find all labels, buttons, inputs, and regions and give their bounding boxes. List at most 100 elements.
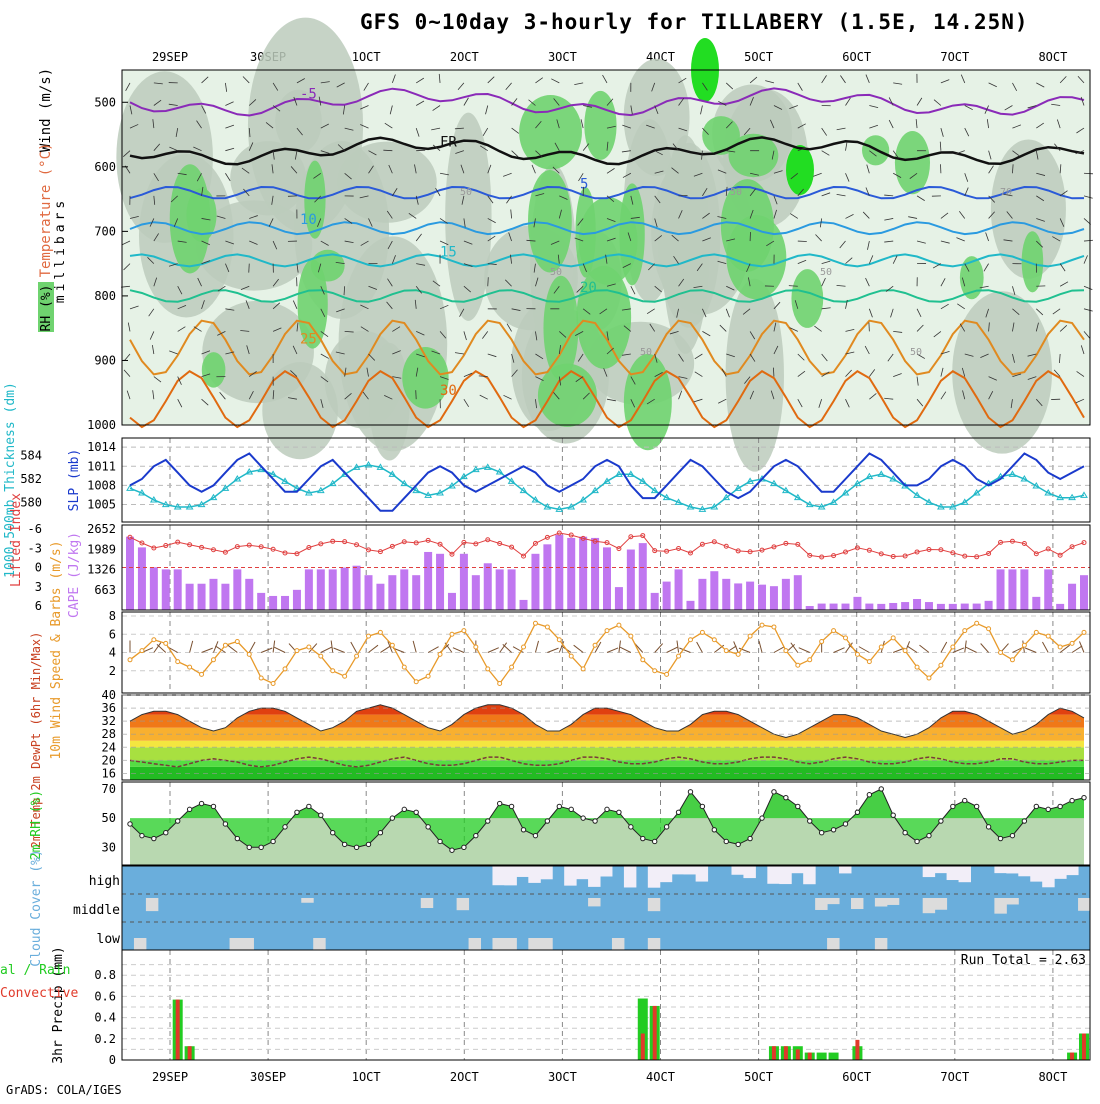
wind-speed-marker	[247, 652, 251, 656]
cloud-high-gap	[1030, 866, 1042, 882]
date-label-bottom: 1OCT	[352, 1070, 381, 1084]
wind-speed-marker	[629, 634, 633, 638]
surface-wind-barb	[655, 644, 663, 653]
wind-speed-marker	[545, 625, 549, 629]
rh-green-blob	[624, 354, 672, 450]
surface-wind-barb	[369, 645, 379, 652]
date-label-bottom: 29SEP	[152, 1070, 188, 1084]
wind-speed-marker	[867, 660, 871, 664]
cape-bar	[412, 575, 420, 610]
rh-contour-label: 50	[550, 267, 562, 278]
wind-speed-marker	[999, 651, 1003, 655]
precip-legend-total: al / Rain	[0, 963, 70, 978]
rh2m-marker	[128, 822, 132, 826]
cloud-middle-gap	[923, 898, 935, 913]
wind-speed-marker	[402, 665, 406, 669]
rh2m-marker	[951, 804, 955, 808]
rh2m-marker	[748, 836, 752, 840]
cloud-low-gap	[134, 938, 146, 950]
rh2m-marker	[581, 816, 585, 820]
li-tick-label: -3	[28, 541, 42, 555]
rh2m-marker	[974, 804, 978, 808]
temp-tick-label: 28	[102, 727, 116, 741]
surface-wind-barb	[428, 647, 438, 653]
wind-speed-marker	[522, 645, 526, 649]
cloud-middle-gap	[457, 898, 469, 910]
wind-speed-marker	[307, 645, 311, 649]
li-tick-label: -6	[28, 522, 42, 536]
cape-bar	[603, 547, 611, 610]
wind-speed-marker	[915, 665, 919, 669]
rh2m-marker	[402, 807, 406, 811]
cape-bar	[424, 552, 432, 610]
rh2m-marker	[641, 836, 645, 840]
rh2m-marker	[497, 801, 501, 805]
surface-wind-barb	[774, 647, 784, 653]
wind-speed-marker	[319, 654, 323, 658]
wind-speed-marker	[951, 645, 955, 649]
cape-bar	[520, 600, 528, 610]
cape-bar	[746, 582, 754, 610]
surface-wind-barb	[941, 642, 947, 652]
isotherm-label: -5	[300, 86, 317, 102]
precip-conv-bar	[855, 1040, 859, 1060]
surface-wind-barb	[907, 646, 917, 653]
precip-tick-label: 0.6	[94, 989, 116, 1003]
date-label-bottom: 30SEP	[250, 1070, 286, 1084]
rh2m-marker	[366, 842, 370, 846]
rh2m-marker	[1070, 798, 1074, 802]
wind-speed-marker	[724, 649, 728, 653]
rh2m-marker	[545, 819, 549, 823]
rh2m-marker	[986, 825, 990, 829]
cape-bar	[818, 604, 826, 610]
cape-bar	[233, 569, 241, 610]
date-label-top: 2OCT	[450, 50, 479, 64]
surface-wind-barb	[1072, 646, 1082, 653]
wind-speed-marker	[200, 672, 204, 676]
cape-bar	[877, 604, 885, 610]
rh2m-tick-label: 50	[102, 811, 116, 825]
precip-tick-label: 0.2	[94, 1032, 116, 1046]
cloud-middle-gap	[1078, 898, 1090, 911]
cape-bar	[209, 579, 217, 610]
wind-speed-marker	[557, 638, 561, 642]
isotherm-label: 5	[580, 177, 588, 193]
cape-tick-label: 2652	[87, 522, 116, 536]
date-label-bottom: 8OCT	[1038, 1070, 1067, 1084]
wind-speed-marker	[1082, 630, 1086, 634]
run-total-label: Run Total = 2.63	[961, 953, 1086, 968]
thickness-marker	[1081, 492, 1087, 497]
wind-speed-marker	[128, 658, 132, 662]
wind-speed-marker	[211, 658, 215, 662]
rh2m-marker	[629, 825, 633, 829]
cloud-high-gap	[684, 866, 696, 874]
cloud-high-gap	[1066, 866, 1078, 875]
thickness-tick-label: 584	[20, 449, 42, 463]
rh-bright-blob	[786, 145, 814, 195]
cloud-high-gap	[767, 866, 779, 884]
cape-axis-label: CAPE (J/kg)	[67, 532, 82, 618]
wind-speed-marker	[939, 663, 943, 667]
date-label-top: 6OCT	[842, 50, 871, 64]
rh-mid-blob	[952, 291, 1052, 453]
precip-conv-bar	[1082, 1034, 1086, 1061]
cloud-low-gap	[612, 938, 624, 950]
wind-barb	[773, 368, 774, 377]
cape-bar	[806, 606, 814, 610]
rh2m-marker	[307, 804, 311, 808]
rh2m-marker	[927, 833, 931, 837]
surface-wind-barb	[453, 648, 464, 653]
cape-bar	[615, 587, 623, 610]
wind-speed-marker	[581, 667, 585, 671]
cape-bar	[436, 554, 444, 610]
cape-bar	[317, 569, 325, 610]
cloud-low-gap	[469, 938, 481, 950]
precip-tick-label: 0	[109, 1053, 116, 1067]
cloud-middle-gap	[588, 898, 600, 906]
cloud-axis-label: Cloud Cover (%)	[29, 849, 44, 966]
isotherm-label: 10	[300, 212, 317, 228]
precip-conv-bar	[641, 1034, 645, 1061]
wind-speed-marker	[164, 641, 168, 645]
cape-bar	[830, 604, 838, 610]
cloud-layer-label: low	[97, 932, 121, 947]
